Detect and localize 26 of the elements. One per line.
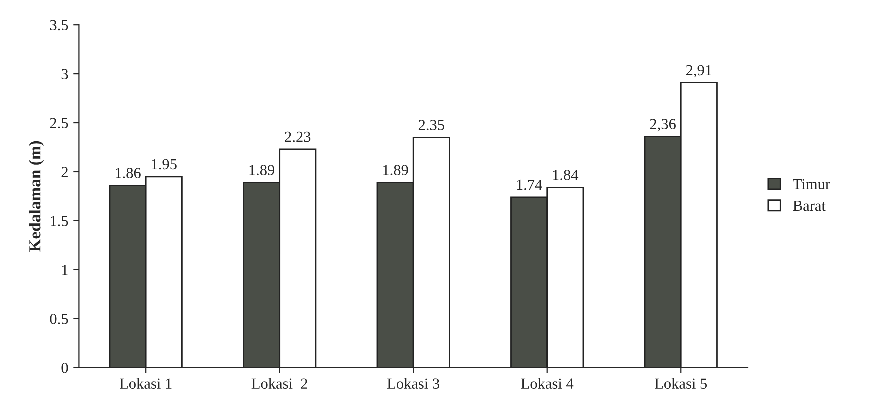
y-tick-label: 1.5 bbox=[51, 216, 68, 226]
data-label: 1.86 bbox=[116, 168, 141, 178]
y-axis-title: Kedalaman (m) bbox=[29, 141, 44, 252]
data-label: 2.23 bbox=[285, 132, 311, 142]
x-tick-label: Lokasi 1 bbox=[120, 378, 172, 390]
y-tick-label: 0.5 bbox=[50, 314, 68, 324]
data-label: 1.84 bbox=[553, 170, 579, 180]
y-tick-label: 2 bbox=[62, 167, 68, 178]
data-label: 2,36 bbox=[650, 119, 676, 132]
y-tick-label: 1 bbox=[62, 265, 68, 276]
x-tick-label: Lokasi 4 bbox=[521, 378, 574, 390]
data-label: 1.95 bbox=[152, 159, 177, 170]
x-tick-label: Lokasi 2 bbox=[252, 378, 308, 390]
data-label: 1.89 bbox=[250, 165, 275, 176]
y-tick-label: 2.5 bbox=[50, 118, 68, 129]
data-label: 2,91 bbox=[686, 65, 712, 78]
legend-label: Timur bbox=[793, 179, 830, 190]
y-tick-label: 0 bbox=[62, 362, 68, 374]
data-label: 1.74 bbox=[517, 180, 542, 190]
x-tick-label: Lokasi 3 bbox=[388, 378, 440, 390]
y-tick-label: 3 bbox=[62, 69, 68, 80]
x-tick-label: Lokasi 5 bbox=[655, 378, 708, 390]
data-label: 1.89 bbox=[384, 165, 408, 176]
y-tick-label: 3.5 bbox=[50, 20, 68, 31]
legend-label: Barat bbox=[793, 200, 826, 212]
data-label: 2.35 bbox=[418, 120, 444, 130]
